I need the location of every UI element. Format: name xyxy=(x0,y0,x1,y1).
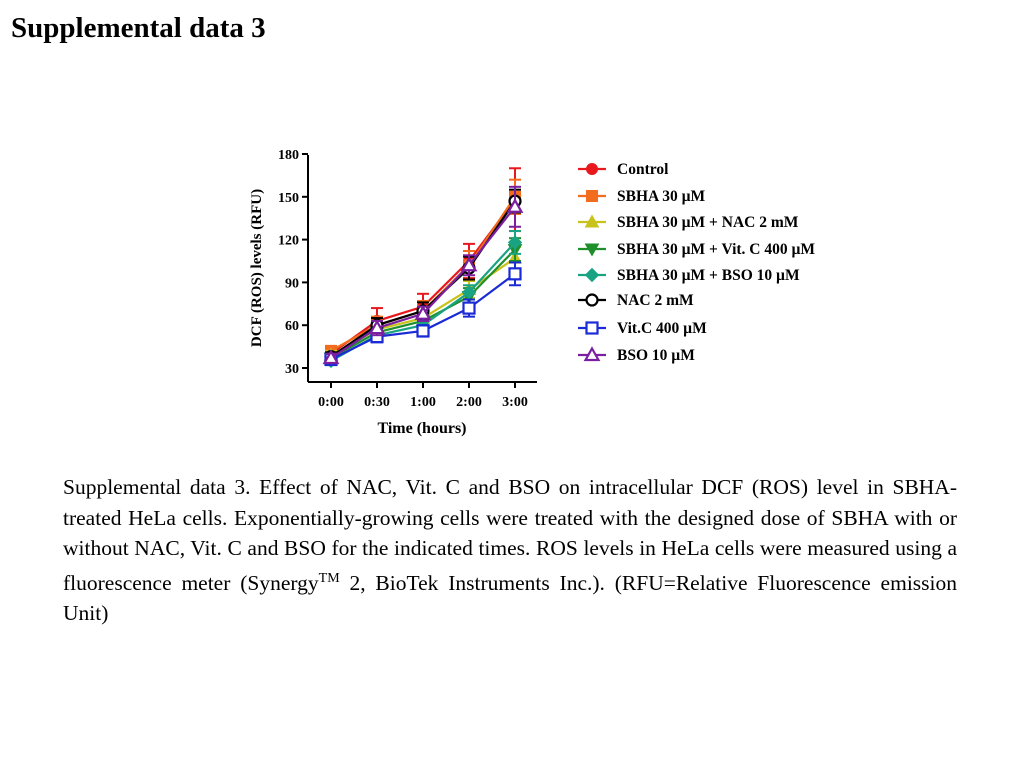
legend-entry-6: NAC 2 mM xyxy=(578,292,694,309)
legend-marker xyxy=(584,267,600,283)
legend-label: SBHA 30 µM + Vit. C 400 µM xyxy=(617,241,815,258)
data-point xyxy=(322,349,340,365)
x-tick-label: 0:30 xyxy=(364,395,390,410)
x-axis-label: Time (hours) xyxy=(377,420,466,437)
y-tick-label: 150 xyxy=(278,191,299,206)
data-point xyxy=(462,301,476,315)
legend-entry-3: SBHA 30 µM + NAC 2 mM xyxy=(578,214,799,231)
legend-entry-1: Control xyxy=(578,161,669,178)
legend-label: SBHA 30 µM xyxy=(617,188,706,205)
data-point xyxy=(506,198,524,213)
page-title: Supplemental data 3 xyxy=(11,12,266,44)
x-tick-label: 2:00 xyxy=(456,395,482,410)
legend-label: SBHA 30 µM + NAC 2 mM xyxy=(617,214,799,231)
legend-label: Control xyxy=(617,161,669,178)
y-tick-label: 180 xyxy=(278,148,299,163)
legend-label: NAC 2 mM xyxy=(617,292,694,309)
legend-marker xyxy=(583,346,601,362)
x-tick-label: 3:00 xyxy=(502,395,528,410)
data-point xyxy=(508,267,522,281)
y-tick-label: 60 xyxy=(285,319,299,334)
legend-marker xyxy=(586,190,598,202)
legend-entry-8: BSO 10 µM xyxy=(578,346,695,364)
legend-label: Vit.C 400 µM xyxy=(617,320,707,337)
legend-label: SBHA 30 µM + BSO 10 µM xyxy=(617,267,800,284)
legend-entry-5: SBHA 30 µM + BSO 10 µM xyxy=(578,267,800,284)
chart-series-layer xyxy=(322,167,524,369)
legend-marker xyxy=(584,243,600,257)
data-point xyxy=(460,256,478,272)
figure-caption: Supplemental data 3. Effect of NAC, Vit.… xyxy=(63,472,957,629)
legend-entry-2: SBHA 30 µM xyxy=(578,188,706,205)
y-tick-label: 120 xyxy=(278,234,299,249)
legend-marker xyxy=(584,214,600,228)
legend-marker xyxy=(585,293,599,307)
legend-label: BSO 10 µM xyxy=(617,347,695,364)
y-axis-label: DCF (ROS) levels (RFU) xyxy=(249,189,265,347)
x-tick-label: 1:00 xyxy=(410,395,436,410)
chart-axes: 30 60 90 120 150 180 0:00 0:30 1:00 2:00 3:00 xyxy=(278,148,537,410)
ros-line-chart: 30 60 90 120 150 180 0:00 0:30 1:00 2:00 3:00 DCF … xyxy=(249,148,815,437)
y-tick-label: 30 xyxy=(285,362,299,377)
y-tick-label: 90 xyxy=(285,276,299,291)
data-point xyxy=(368,319,386,335)
x-tick-label: 0:00 xyxy=(318,395,344,410)
series-8 xyxy=(322,185,524,365)
data-point xyxy=(416,324,430,338)
chart-legend: Control SBHA 30 µM SBHA 30 µM + NAC 2 mM SB… xyxy=(578,161,815,364)
caption-superscript: TM xyxy=(318,570,340,586)
legend-marker xyxy=(586,163,598,175)
caption-text-end: 2, BioTek Instruments Inc.). (RFU=Relati… xyxy=(63,570,957,626)
legend-entry-4: SBHA 30 µM + Vit. C 400 µM xyxy=(578,241,815,258)
data-point xyxy=(414,305,432,320)
legend-entry-7: Vit.C 400 µM xyxy=(578,320,707,337)
data-point xyxy=(507,235,523,250)
legend-marker xyxy=(585,321,599,335)
caption-text: Supplemental data 3. Effect of NAC, Vit.… xyxy=(63,475,957,595)
